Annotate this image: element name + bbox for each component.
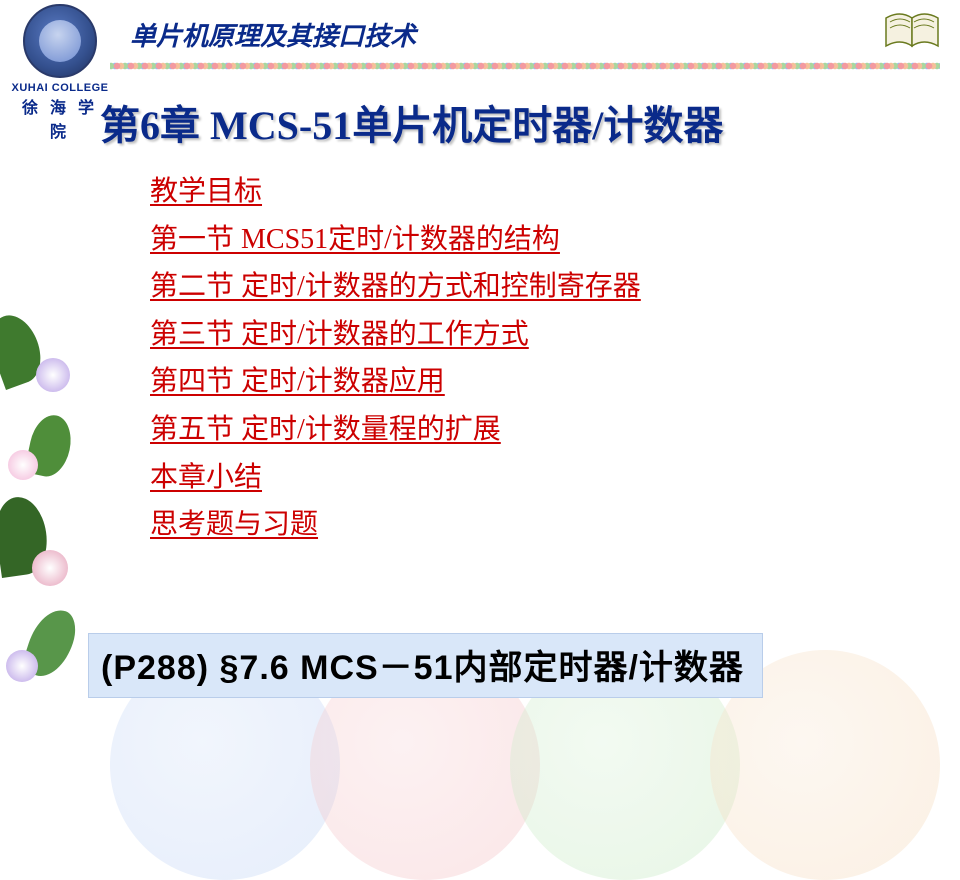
table-of-contents: 教学目标 第一节 MCS51定时/计数器的结构 第二节 定时/计数器的方式和控制… [150, 175, 830, 556]
course-title: 单片机原理及其接口技术 [130, 16, 960, 53]
decorative-dot-band [110, 61, 940, 71]
toc-link-section-4[interactable]: 第四节 定时/计数器应用 [150, 365, 445, 399]
header: XUHAI COLLEGE 徐 海 学 院 单片机原理及其接口技术 [0, 0, 960, 71]
college-name-en: XUHAI COLLEGE [10, 82, 110, 94]
toc-link-section-3[interactable]: 第三节 定时/计数器的工作方式 [150, 318, 529, 352]
toc-link-section-2[interactable]: 第二节 定时/计数器的方式和控制寄存器 [150, 270, 641, 304]
toc-link-objectives[interactable]: 教学目标 [150, 175, 262, 209]
toc-link-section-1[interactable]: 第一节 MCS51定时/计数器的结构 [150, 223, 560, 257]
flower-decoration [0, 300, 100, 720]
toc-link-section-5[interactable]: 第五节 定时/计数量程的扩展 [150, 413, 501, 447]
toc-link-exercises[interactable]: 思考题与习题 [150, 508, 318, 542]
university-seal-icon [23, 4, 97, 78]
book-icon [882, 6, 942, 50]
toc-link-summary[interactable]: 本章小结 [150, 461, 262, 495]
logo-block: XUHAI COLLEGE 徐 海 学 院 [10, 4, 110, 142]
page-reference: (P288) §7.6 MCS－51内部定时器/计数器 [88, 633, 763, 698]
college-name-cn: 徐 海 学 院 [10, 94, 110, 142]
chapter-title: 第6章 MCS-51单片机定时器/计数器 [100, 93, 960, 151]
